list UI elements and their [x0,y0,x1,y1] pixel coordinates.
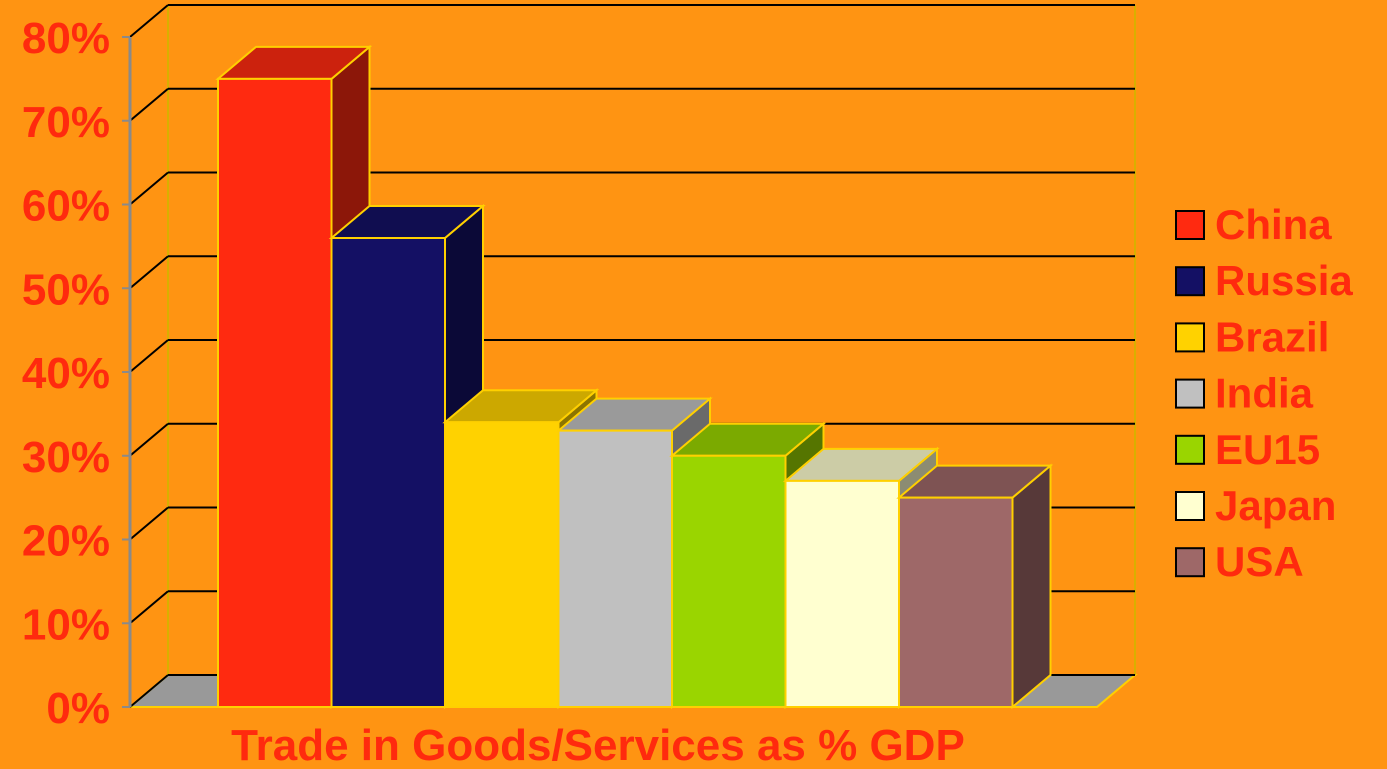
legend-swatch [1175,266,1205,297]
bar-front-face [557,429,673,708]
legend-item: India [1175,370,1314,417]
gridline-side [129,87,169,122]
y-tick-label: 60% [22,182,110,231]
legend-label: Japan [1215,482,1336,529]
bar-front-face [330,237,446,708]
legend-label: China [1215,201,1332,248]
gridline-side [129,171,169,206]
gridline-side [129,339,169,373]
bar-front-face [671,454,787,708]
bars [215,44,1054,710]
legend-swatch [1175,491,1205,521]
y-tick-label: 0% [46,684,110,733]
legend-swatch [1175,547,1205,578]
bar [215,44,373,710]
bar-front-face [217,77,333,708]
y-tick-label: 50% [22,265,110,314]
bar-front-face [444,421,560,708]
legend-label: EU15 [1215,426,1320,473]
y-tick-label: 40% [22,349,110,398]
gridline-side [129,506,169,541]
y-tick-label: 20% [22,517,110,566]
legend-swatch [1175,322,1205,353]
gridline-side [129,590,169,625]
y-tick-label: 10% [22,600,110,649]
bar [896,463,1054,710]
y-tick-label: 80% [22,14,110,63]
legend-item: China [1175,201,1332,248]
legend-label: India [1215,370,1314,417]
gridline-side [129,4,169,38]
legend-label: Russia [1215,257,1353,304]
y-axis: 0% 10% 20% 30% 40% 50% 60% 70% 80% [22,14,132,733]
legend-item: Japan [1175,482,1336,529]
y-tick-label: 30% [22,433,110,482]
x-axis-title: Trade in Goods/Services as % GDP [231,721,965,769]
bar-front-face [784,479,900,708]
gridline-side [129,674,169,708]
legend-swatch [1175,378,1205,409]
bar-front-face [898,496,1014,708]
legend-item: Brazil [1175,313,1329,360]
legend-item: USA [1175,538,1304,585]
legend-swatch [1175,434,1205,465]
legend: China Russia Brazil India EU15 Japan USA [1175,201,1353,585]
legend-item: Russia [1175,257,1353,304]
bar-side-face [1011,463,1052,710]
legend-label: Brazil [1215,313,1329,360]
gridline-side [129,422,169,457]
y-tick-label: 70% [22,98,110,147]
legend-swatch [1175,210,1205,240]
legend-label: USA [1215,538,1304,585]
legend-item: EU15 [1175,426,1320,473]
gridline-side [129,255,169,290]
